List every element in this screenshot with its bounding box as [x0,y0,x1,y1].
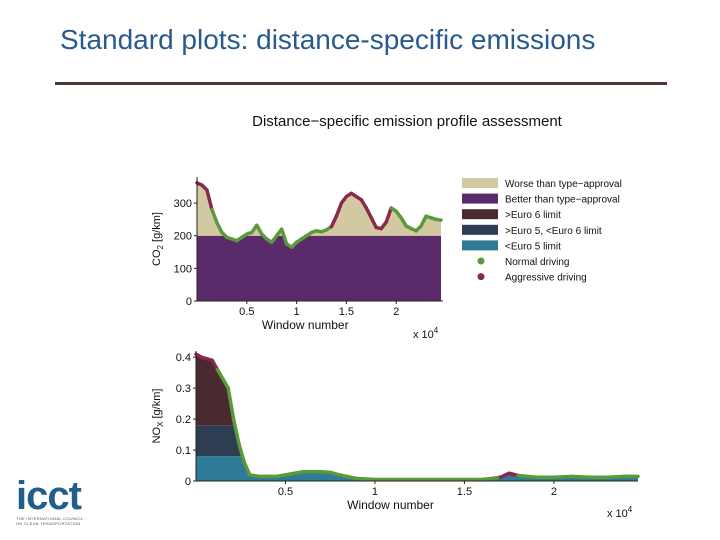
legend-label: >Euro 6 limit [505,210,561,221]
y-tick-label: 0.1 [176,445,191,457]
emission-trace-segment [205,188,214,212]
emission-trace-segment [552,474,574,480]
title-divider [55,82,667,85]
y-axis-label: NOX [g/km] [151,389,165,444]
legend-swatch [462,178,498,188]
x-tick-label: 1.5 [339,306,354,318]
y-tick-label: 100 [174,263,192,275]
above-euro6-area [196,354,638,426]
emission-trace-segment [605,474,628,480]
slide-title: Standard plots: distance-specific emissi… [60,24,596,55]
legend-swatch [462,209,498,220]
emission-trace-segment [355,476,377,482]
x-multiplier-label: x 104 [413,326,439,341]
legend-label: Worse than type−approval [505,179,622,190]
emission-trace-segment [337,473,359,481]
legend-label: Better than type−approval [505,195,620,206]
emission-trace-segment [279,227,289,246]
euro5-to-euro6-area [196,425,638,457]
emission-trace-segment [237,442,247,465]
emission-trace-segment [334,201,344,218]
legend-swatch [462,193,498,204]
x-tick-label: 0.5 [239,306,254,318]
logo-wordmark: icct [16,474,82,518]
y-tick-label: 0 [186,296,192,308]
legend-label: <Euro 5 limit [505,241,561,252]
emission-trace-segment [210,207,219,225]
worse-than-type-approval-area [197,182,442,236]
legend-label: Normal driving [505,257,569,268]
emission-trace-segment [369,216,379,230]
legend-marker [477,257,485,265]
emission-trace-segment [364,206,374,220]
emission-trace-segment [215,220,224,235]
y-axis-label: CO2 [g/km] [151,212,165,266]
x-tick-label: 2 [393,306,399,318]
legend-label: Aggressive driving [505,273,587,284]
icct-logo: icct THE INTERNATIONAL COUNCIL ON CLEAN … [16,476,96,526]
y-tick-label: 0.4 [176,352,191,364]
x-axis-label: Window number [347,498,434,512]
x-tick-label: 0.5 [278,486,293,498]
legend-swatch [462,240,498,251]
y-tick-label: 0.2 [176,414,191,426]
emission-trace-segment [215,367,225,381]
y-tick-label: 0.3 [176,383,191,395]
emission-trace-segment [242,460,252,477]
y-tick-label: 200 [174,231,192,243]
emission-trace-segment [329,214,339,229]
x-tick-label: 1 [372,486,378,498]
co2-plot: 0.5 1 1.5 2 0 100 200 300 Window number x 104 CO2 … [151,177,443,341]
legend-marker [477,273,485,281]
co2-legend: Worse than type−approval Better than type… [457,174,627,286]
legend-swatch [462,224,498,235]
emission-trace-segment [210,358,220,372]
emission-trace-segment [434,217,443,222]
logo-subtitle-line2: ON CLEAN TRANSPORTATION [16,521,81,526]
x-tick-label: 2 [551,486,557,498]
emission-trace-segment [419,214,428,228]
emission-trace-segment [384,206,393,224]
x-tick-label: 1.5 [457,486,472,498]
logo-subtitle-line1: THE INTERNATIONAL COUNCIL [16,516,84,521]
x-tick-label: 1 [294,306,300,318]
legend-label: >Euro 5, <Euro 6 limit [505,226,602,237]
y-tick-label: 0 [185,476,191,488]
x-multiplier-label: x 104 [607,505,633,520]
co2-chart-title: Distance−specific emission profile asses… [252,113,563,130]
emission-trace-segment [231,417,241,446]
nox-plot: 0.5 1 1.5 2 0 0.1 0.2 0.3 0.4 Window number x 104 N… [151,351,640,520]
emission-trace-segment [226,386,236,421]
emission-trace-segment [221,377,230,390]
x-axis-label: Window number [262,318,349,332]
better-than-type-approval-area [197,235,442,301]
y-tick-label: 300 [174,198,192,210]
emission-trace-segment [570,474,592,480]
